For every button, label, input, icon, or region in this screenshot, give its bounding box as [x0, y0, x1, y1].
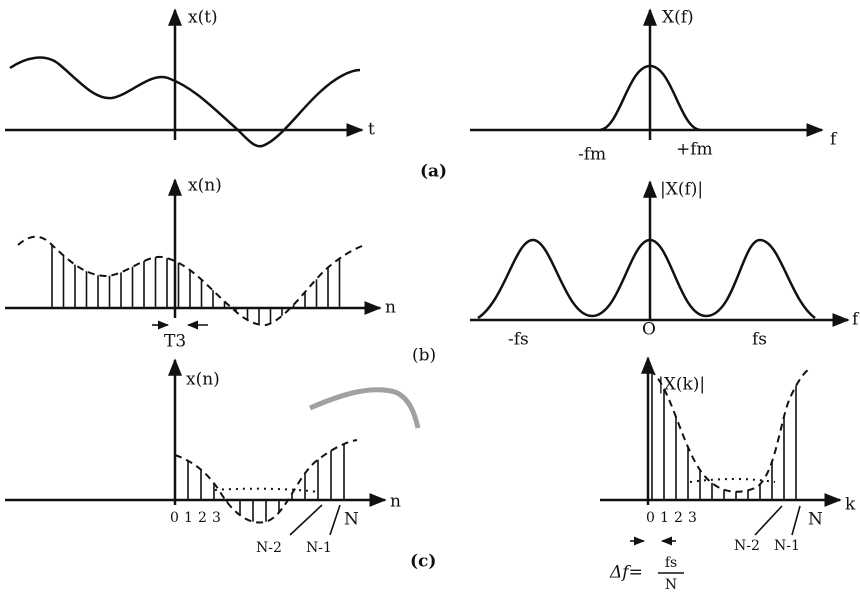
tick-label: 1 — [184, 510, 193, 526]
panel-c-right: |X(k)| k 0 1 2 3 N-2 N-1 N Δf= fs N — [600, 356, 856, 593]
spacing-label: T3 — [164, 332, 186, 352]
smudge — [309, 387, 421, 429]
signal-curve — [9, 56, 361, 148]
tick-label: +fm — [676, 140, 713, 160]
x-label: t — [368, 120, 375, 140]
resolution-lhs: Δf= — [609, 563, 643, 583]
resolution-denominator: N — [665, 577, 677, 593]
panel-b-left: T3 x(n) n — [5, 176, 396, 352]
tick-label: N — [344, 510, 359, 530]
tick-label: N-2 — [256, 540, 282, 556]
tick-label: O — [642, 320, 656, 340]
y-label: x(t) — [188, 8, 218, 28]
x-label: n — [385, 298, 396, 318]
periodic-spectrum — [477, 238, 816, 320]
y-label: X(f) — [662, 8, 694, 28]
tick-label: N — [808, 510, 823, 530]
pointer — [289, 504, 323, 536]
envelope-curve — [174, 439, 358, 524]
pointer — [329, 504, 341, 536]
y-label: x(n) — [188, 176, 222, 196]
tick-label: N-1 — [774, 538, 800, 554]
panel-c-left: x(n) n 0 1 2 3 N-2 N-1 N — [5, 358, 421, 556]
tick-label: -fs — [508, 330, 529, 350]
tick-label: 3 — [212, 510, 221, 526]
tick-label: 2 — [198, 510, 207, 526]
x-label: k — [845, 495, 856, 515]
panel-a-right: X(f) f -fm +fm — [470, 8, 838, 165]
panel-b-right: |X(f)| f -fs O fs — [470, 180, 860, 350]
tick-label: 1 — [660, 510, 669, 526]
envelope-curve — [17, 235, 363, 327]
y-label: x(n) — [186, 370, 220, 390]
panel-a-left: x(t) t — [5, 8, 375, 148]
y-label: |X(f)| — [660, 180, 703, 200]
panel-label: (b) — [412, 346, 436, 366]
tick-label: N-2 — [734, 538, 760, 554]
x-label: n — [390, 492, 401, 512]
tick-label: -fm — [578, 145, 606, 165]
tick-label: 0 — [646, 510, 655, 526]
panel-label: (c) — [410, 552, 436, 572]
y-label: |X(k)| — [658, 375, 705, 395]
tick-label: N-1 — [306, 540, 332, 556]
resolution-numerator: fs — [665, 555, 677, 571]
dotted-curve — [214, 487, 319, 493]
panel-label: (a) — [420, 162, 447, 182]
x-label: f — [830, 130, 838, 150]
envelope-curve — [649, 369, 809, 493]
tick-label: 3 — [688, 510, 697, 526]
pointer — [754, 505, 783, 536]
tick-label: 0 — [170, 510, 179, 526]
tick-label: 2 — [674, 510, 683, 526]
spectrum-curve — [599, 64, 701, 132]
dotted-curve — [689, 478, 776, 483]
x-label: f — [852, 310, 860, 330]
pointer — [791, 505, 801, 536]
tick-label: fs — [752, 330, 767, 350]
